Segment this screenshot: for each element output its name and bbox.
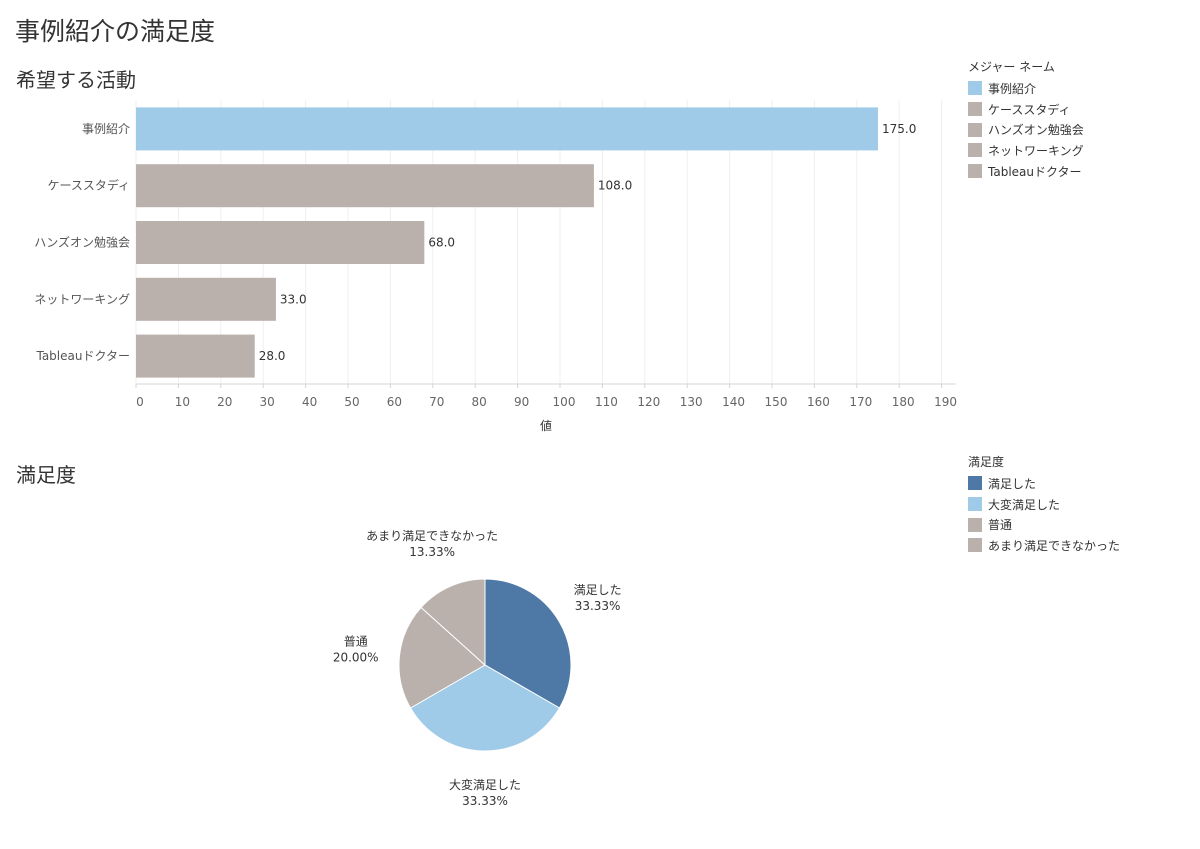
bar-category-label: ハンズオン勉強会 bbox=[34, 235, 130, 250]
legend-swatch bbox=[968, 497, 982, 512]
pie-slice-value-label: 20.00% bbox=[333, 650, 379, 664]
bar-category-label: ケーススタディ bbox=[47, 178, 130, 193]
bar-chart-bars: 事例紹介 175.0 ケーススタディ 108.0 ハンズオン勉強会 68.0 ネットワーキン… bbox=[34, 107, 916, 378]
legend-swatch bbox=[968, 143, 982, 158]
pie-slice-label: 普通 bbox=[344, 634, 368, 648]
pie-chart: 満足した 33.33% 大変満足した 33.33% 普通 20.00% あまり満足できなかっ… bbox=[333, 529, 622, 808]
legend-item[interactable]: 大変満足した bbox=[968, 494, 1120, 515]
bar-mark[interactable] bbox=[136, 221, 425, 264]
legend-title: 満足度 bbox=[968, 455, 1005, 469]
bar-chart-x-axis: 0 10 20 30 40 50 60 70 80 90 100 110 120 130 140 150 160… bbox=[135, 383, 957, 409]
legend-swatch bbox=[968, 102, 982, 117]
legend-label: ネットワーキング bbox=[988, 143, 1084, 158]
legend-label: ハンズオン勉強会 bbox=[988, 123, 1084, 138]
legend-label: 普通 bbox=[988, 518, 1013, 533]
bar-axis-tick-label: 140 bbox=[722, 395, 745, 409]
legend-measure-names: メジャー ネーム 事例紹介 ケーススタディ ハンズオン勉強会 ネットワーキング … bbox=[968, 58, 1084, 181]
pie-slice-value-label: 13.33% bbox=[409, 545, 455, 559]
bar-category-label: Tableauドクター bbox=[35, 349, 130, 363]
legend-item[interactable]: 事例紹介 bbox=[968, 78, 1084, 99]
legend-swatch bbox=[968, 538, 982, 553]
legend-satisfaction: 満足度 満足した 大変満足した 普通 あまり満足できなかった bbox=[968, 453, 1120, 556]
legend-label: 満足した bbox=[988, 476, 1037, 491]
bar-axis-tick-label: 30 bbox=[260, 395, 275, 409]
bar-axis-tick-label: 60 bbox=[387, 395, 402, 409]
bar-axis-tick-label: 170 bbox=[849, 395, 872, 409]
bar-chart-title: 希望する活動 bbox=[16, 68, 136, 92]
bar-mark[interactable] bbox=[136, 164, 594, 208]
legend-label: あまり満足できなかった bbox=[988, 538, 1121, 553]
bar-value-label: 33.0 bbox=[280, 292, 307, 306]
bar-axis-tick-label: 90 bbox=[514, 395, 529, 409]
legend-swatch bbox=[968, 164, 982, 179]
legend-swatch bbox=[968, 517, 982, 532]
bar-mark[interactable] bbox=[136, 277, 276, 321]
bar-axis-tick-label: 100 bbox=[553, 395, 576, 409]
bar-value-label: 175.0 bbox=[882, 122, 916, 136]
bar-mark[interactable] bbox=[136, 107, 878, 151]
pie-slice-value-label: 33.33% bbox=[575, 599, 621, 613]
bar-axis-tick-label: 160 bbox=[807, 395, 830, 409]
bar-axis-tick-label: 10 bbox=[175, 395, 190, 409]
legend-item[interactable]: ネットワーキング bbox=[968, 140, 1084, 161]
bar-axis-tick-label: 20 bbox=[217, 395, 232, 409]
legend-item[interactable]: 普通 bbox=[968, 514, 1120, 535]
bar-chart-x-axis-label: 値 bbox=[540, 418, 552, 433]
legend-item[interactable]: あまり満足できなかった bbox=[968, 535, 1120, 556]
bar-axis-tick-label: 0 bbox=[136, 395, 144, 409]
legend-label: ケーススタディ bbox=[988, 102, 1071, 117]
legend-label: Tableauドクター bbox=[988, 164, 1082, 179]
legend-title: メジャー ネーム bbox=[968, 60, 1055, 74]
bar-axis-tick-label: 120 bbox=[637, 395, 660, 409]
legend-label: 大変満足した bbox=[988, 497, 1061, 512]
pie-slice-label: 満足した bbox=[574, 583, 622, 597]
legend-swatch bbox=[968, 81, 982, 96]
bar-axis-tick-label: 70 bbox=[429, 395, 444, 409]
legend-swatch bbox=[968, 122, 982, 137]
bar-category-label: 事例紹介 bbox=[82, 122, 130, 136]
bar-axis-tick-label: 130 bbox=[680, 395, 703, 409]
bar-mark[interactable] bbox=[136, 334, 255, 378]
bar-axis-tick-label: 80 bbox=[472, 395, 487, 409]
pie-slice-label: 大変満足した bbox=[449, 777, 521, 792]
legend-swatch bbox=[968, 476, 982, 491]
bar-axis-tick-label: 50 bbox=[344, 395, 359, 409]
bar-axis-tick-label: 180 bbox=[892, 395, 915, 409]
legend-item[interactable]: 満足した bbox=[968, 473, 1120, 494]
legend-label: 事例紹介 bbox=[988, 81, 1037, 96]
legend-item[interactable]: ハンズオン勉強会 bbox=[968, 119, 1084, 140]
pie-slice-value-label: 33.33% bbox=[462, 794, 508, 808]
bar-axis-tick-label: 190 bbox=[934, 395, 957, 409]
dashboard-title: 事例紹介の満足度 bbox=[15, 17, 216, 46]
bar-value-label: 28.0 bbox=[259, 349, 286, 363]
pie-slice[interactable] bbox=[409, 664, 561, 752]
bar-value-label: 108.0 bbox=[598, 179, 632, 193]
pie-slice[interactable] bbox=[420, 578, 486, 667]
bar-category-label: ネットワーキング bbox=[34, 292, 130, 306]
legend-item[interactable]: Tableauドクター bbox=[968, 161, 1084, 182]
bar-axis-tick-label: 40 bbox=[302, 395, 317, 409]
pie-slice-label: あまり満足できなかった bbox=[366, 529, 498, 543]
pie-slice[interactable] bbox=[398, 606, 486, 709]
bar-axis-tick-label: 110 bbox=[595, 395, 618, 409]
bar-axis-tick-label: 150 bbox=[765, 395, 788, 409]
pie-slice[interactable] bbox=[484, 578, 572, 709]
bar-value-label: 68.0 bbox=[428, 236, 455, 250]
legend-item[interactable]: ケーススタディ bbox=[968, 99, 1084, 120]
pie-chart-title: 満足度 bbox=[16, 463, 76, 487]
